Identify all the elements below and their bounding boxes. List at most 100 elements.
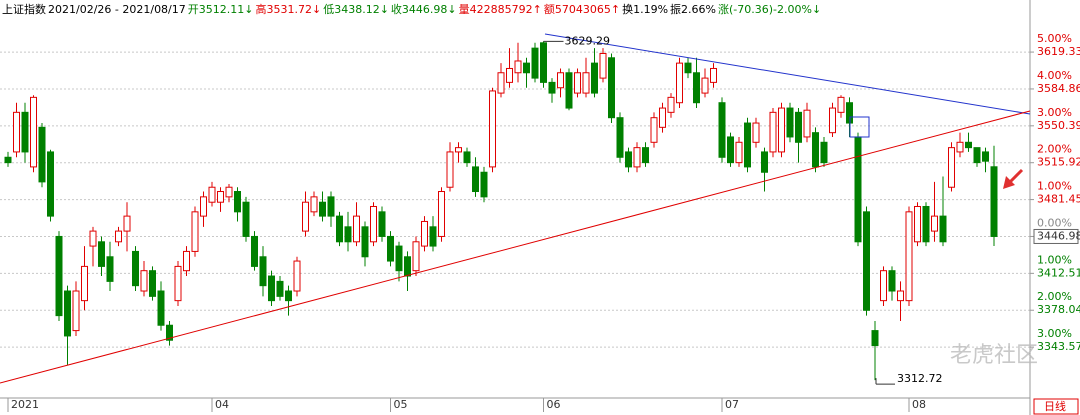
candle-body [225, 186, 233, 198]
candle-body [38, 126, 46, 183]
candle-body [778, 107, 785, 153]
candle-body [106, 256, 114, 282]
y-tick-label: 3619.33 [1037, 45, 1080, 58]
watermark: 老虎社区 [950, 343, 1038, 368]
candle-body [786, 107, 794, 138]
last-price-box [1033, 228, 1079, 244]
candle-body [965, 141, 972, 149]
period-box [1033, 398, 1079, 415]
candle-body [616, 117, 624, 158]
candle-body [438, 191, 445, 237]
candle-body [557, 72, 564, 89]
header-item: 涨(-70.36)-2.00%↓ [717, 3, 822, 16]
candle-body [429, 226, 437, 247]
candle-body [642, 147, 649, 164]
candle-body [446, 151, 454, 188]
candles [4, 41, 998, 381]
highlight-box [849, 116, 870, 138]
candle-body [693, 72, 700, 104]
trend-line-resistance [544, 33, 1031, 115]
candle-body [361, 226, 369, 258]
candle-body [480, 171, 488, 198]
candle-body [565, 72, 573, 109]
x-tick-label: 07 [725, 398, 739, 411]
header-item: 2021/02/26 - 2021/08/17 [48, 3, 186, 16]
y-tick-label: 3446.98 [1037, 229, 1080, 242]
candle-body [591, 62, 598, 94]
candle-body [310, 196, 318, 213]
x-tick-label: 08 [912, 398, 926, 411]
candle-body [956, 141, 964, 153]
candle-body [13, 111, 20, 153]
y-tick-label: 3378.04 [1037, 303, 1080, 316]
grid [0, 51, 1034, 348]
candle-body [140, 270, 148, 292]
x-tick-label: 05 [394, 398, 408, 411]
candle-body [820, 141, 828, 164]
candle-body [931, 215, 938, 232]
header-item: 换1.19% [622, 3, 669, 16]
candle-body [633, 147, 641, 168]
candle-body [242, 201, 250, 237]
candle-body [489, 90, 496, 168]
candle-body [64, 290, 71, 337]
y-pct-label: 3.00% [1037, 106, 1072, 119]
candle-body [574, 72, 581, 94]
candle-body [608, 57, 615, 119]
candle-body [166, 324, 173, 341]
arrow-head [1003, 176, 1015, 189]
candle-body [21, 111, 29, 153]
candle-body [208, 186, 216, 203]
candle-body [293, 260, 301, 292]
candle-body [174, 265, 182, 302]
candle-body [319, 201, 326, 217]
candle-body [803, 109, 811, 138]
candle-body [302, 201, 309, 232]
y-pct-label: 2.00% [1037, 143, 1072, 156]
candle-body [472, 166, 479, 193]
candle-body [183, 250, 190, 272]
candle-body [251, 235, 258, 267]
candle-body [735, 141, 743, 164]
candle-body [761, 151, 768, 173]
labels: 3619.33 3584.86 3550.39 3515.92 3481.45 3446.… [7, 32, 1080, 412]
y-pct-label: 1.00% [1037, 180, 1072, 193]
arrow [1003, 168, 1024, 189]
candle-body [650, 117, 658, 143]
candle-body [676, 62, 683, 104]
candle-body [497, 72, 505, 94]
y-tick-label: 3481.45 [1037, 193, 1080, 206]
header-item: 高3531.72↓ [255, 3, 322, 16]
candle-body [421, 220, 428, 247]
candle-body [795, 111, 802, 143]
y-pct-label: 5.00% [1037, 32, 1072, 45]
y-pct-label: 0.00% [1037, 216, 1072, 229]
candle-body [395, 245, 403, 272]
header-item: 低3438.12↓ [323, 3, 389, 16]
candle-body [268, 275, 275, 302]
candle-body [98, 241, 105, 267]
candle-body [659, 107, 666, 128]
candle-body [55, 235, 63, 317]
y-pct-label: 1.00% [1037, 253, 1072, 266]
x-tick-label: 2021 [11, 398, 39, 411]
x-tick-label: 04 [215, 398, 229, 411]
candle-body [625, 151, 632, 168]
candle-body [939, 215, 947, 243]
candle-body [523, 62, 530, 74]
candle-body [72, 290, 80, 332]
candle-body [191, 211, 199, 252]
y-tick-label: 3412.51 [1037, 266, 1080, 279]
candle-body [285, 290, 292, 302]
header-item: 上证指数 [2, 3, 46, 16]
candle-body [378, 211, 386, 237]
candle-body [727, 136, 734, 164]
candle-body [276, 280, 284, 297]
candle-body [684, 62, 692, 74]
annotation: 3312.72 [897, 372, 943, 385]
y-pct-label: 2.00% [1037, 290, 1072, 303]
candle-body [463, 151, 471, 164]
candle-body [854, 136, 862, 243]
candle-body [752, 122, 760, 143]
candle-body [948, 147, 955, 188]
